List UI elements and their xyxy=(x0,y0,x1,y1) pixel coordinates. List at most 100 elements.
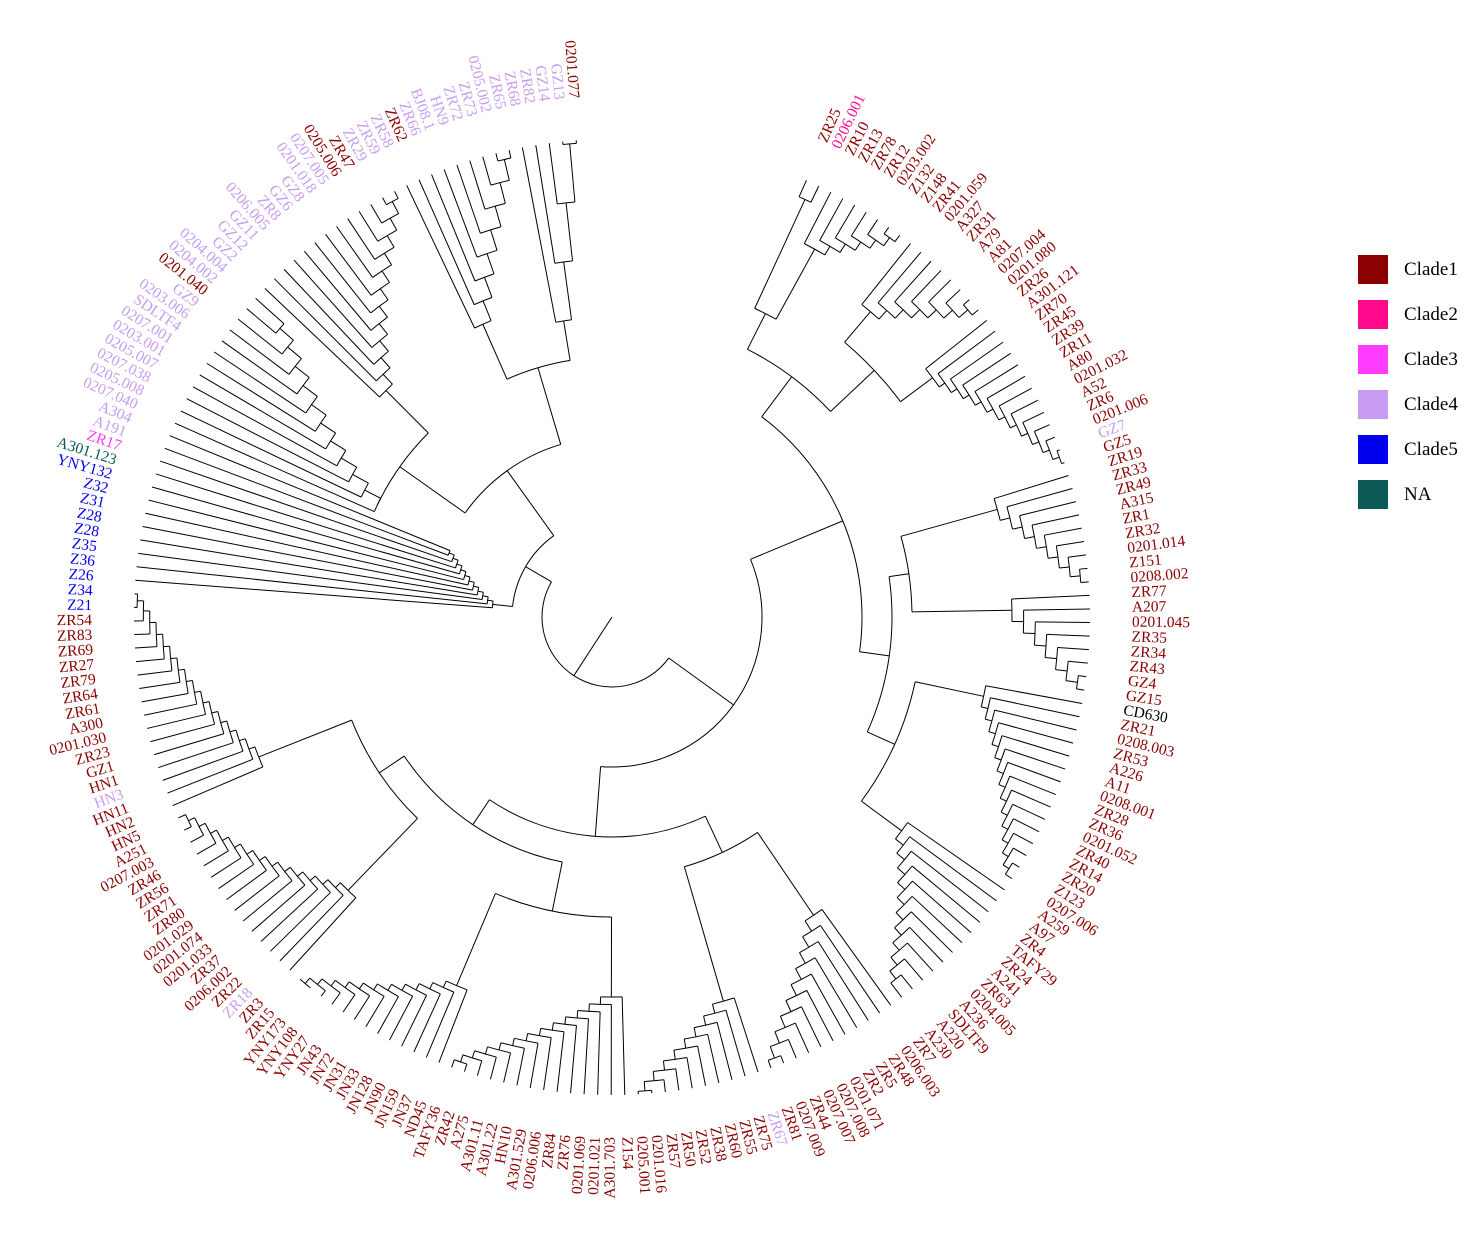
tree-branch xyxy=(854,241,862,251)
leaf-label: ZR21 xyxy=(1119,716,1157,740)
tree-branch xyxy=(221,340,298,395)
tree-branch xyxy=(900,377,933,403)
tree-branch xyxy=(138,552,483,601)
legend-label: Clade4 xyxy=(1404,393,1458,415)
tree-branch xyxy=(302,385,318,397)
tree-branch xyxy=(476,249,498,258)
leaf-label: ZR32 xyxy=(1124,520,1162,542)
tree-branch xyxy=(139,681,180,690)
tree-branch xyxy=(1061,462,1065,465)
tree-branch xyxy=(1065,680,1078,683)
tree-branch xyxy=(896,897,905,905)
tree-branch xyxy=(399,466,466,514)
tree-branch xyxy=(389,217,398,231)
tree-branch xyxy=(774,1031,780,1044)
tree-branch xyxy=(1055,669,1068,672)
tree-branch xyxy=(867,219,879,235)
legend-label: Clade1 xyxy=(1404,258,1458,280)
tree-branch xyxy=(747,348,831,412)
tree-branch xyxy=(1001,735,1070,757)
tree-branch xyxy=(795,968,802,980)
tree-branch xyxy=(1052,456,1060,460)
tree-branch xyxy=(538,1028,542,1036)
tree-branch xyxy=(1007,761,1061,783)
tree-branch xyxy=(259,856,266,861)
tree-branch xyxy=(757,832,814,916)
tree-branch xyxy=(203,850,229,867)
tree-branch xyxy=(733,997,759,1073)
tree-branch xyxy=(521,147,557,323)
tree-branch xyxy=(998,387,1032,407)
tree-branch xyxy=(226,869,267,901)
tree-branch xyxy=(861,800,902,832)
tree-branch xyxy=(377,996,399,1034)
tree-branch xyxy=(1010,424,1017,429)
tree-branch xyxy=(373,983,378,991)
tree-branch xyxy=(806,990,834,1042)
leaf-label: ZR69 xyxy=(57,641,94,660)
tree-branch xyxy=(861,243,911,305)
leaf-label: ZR50 xyxy=(677,1131,699,1169)
tree-branch xyxy=(950,341,1004,380)
legend-item-clade5: Clade5 xyxy=(1358,432,1458,467)
leaf-label: 0205.001 xyxy=(633,1136,653,1195)
tree-branch xyxy=(476,1060,483,1076)
tree-branch xyxy=(963,394,970,400)
tree-branch xyxy=(668,657,734,706)
tree-branch xyxy=(662,1060,666,1071)
tree-branch xyxy=(498,1042,502,1051)
tree-branch xyxy=(365,996,385,1028)
tree-branch xyxy=(170,657,177,660)
leaf-label: 0201.069 xyxy=(569,1135,589,1194)
tree-branch xyxy=(830,370,875,412)
tree-branch xyxy=(1001,839,1009,844)
leaf-label: Z26 xyxy=(68,566,94,585)
tree-branch xyxy=(998,722,1074,744)
tree-branch xyxy=(883,226,890,235)
tree-branch xyxy=(335,882,341,888)
tree-branch xyxy=(904,958,924,981)
leaf-label: ZR43 xyxy=(1129,658,1166,678)
tree-branch xyxy=(767,1060,772,1068)
tree-branch xyxy=(167,758,254,794)
leaf-label: A300 xyxy=(67,715,104,739)
tree-branch xyxy=(482,156,492,186)
tree-branch xyxy=(535,145,556,264)
tree-branch xyxy=(993,475,1069,500)
tree-branch xyxy=(364,489,381,499)
tree-branch xyxy=(693,1027,697,1037)
tree-branch xyxy=(769,1046,775,1059)
tree-branch xyxy=(817,941,869,1021)
tree-branch xyxy=(925,319,988,370)
tree-branch xyxy=(1024,536,1035,540)
tree-branch xyxy=(492,603,513,607)
tree-branch xyxy=(405,983,427,996)
leaf-label: ZR38 xyxy=(706,1125,730,1163)
leaf-label: Z35 xyxy=(71,535,98,555)
tree-branch xyxy=(985,718,993,722)
tree-branch xyxy=(512,1038,515,1046)
tree-branch xyxy=(213,351,307,414)
tree-branch xyxy=(556,1031,565,1092)
tree-branch xyxy=(234,843,241,848)
tree-branch xyxy=(380,357,391,369)
tree-branch xyxy=(975,401,982,406)
tree-branch xyxy=(529,1043,539,1089)
tree-branch xyxy=(234,875,280,911)
tree-branch xyxy=(172,766,264,807)
tree-branch xyxy=(406,185,476,329)
tree-branch xyxy=(467,576,471,586)
tree-branch xyxy=(787,1039,797,1059)
tree-branch xyxy=(866,576,893,733)
leaf-label: Z21 xyxy=(67,597,92,614)
tree-branch xyxy=(438,989,468,1063)
tree-branch xyxy=(456,563,463,567)
tree-branch xyxy=(911,269,942,302)
tree-branch xyxy=(379,755,405,774)
tree-branch xyxy=(134,646,157,649)
tree-branch xyxy=(994,709,1077,731)
tree-branch xyxy=(834,204,856,239)
leaf-label: ZR77 xyxy=(1131,583,1167,602)
tree-branch xyxy=(293,259,373,348)
tree-branch xyxy=(900,974,913,990)
